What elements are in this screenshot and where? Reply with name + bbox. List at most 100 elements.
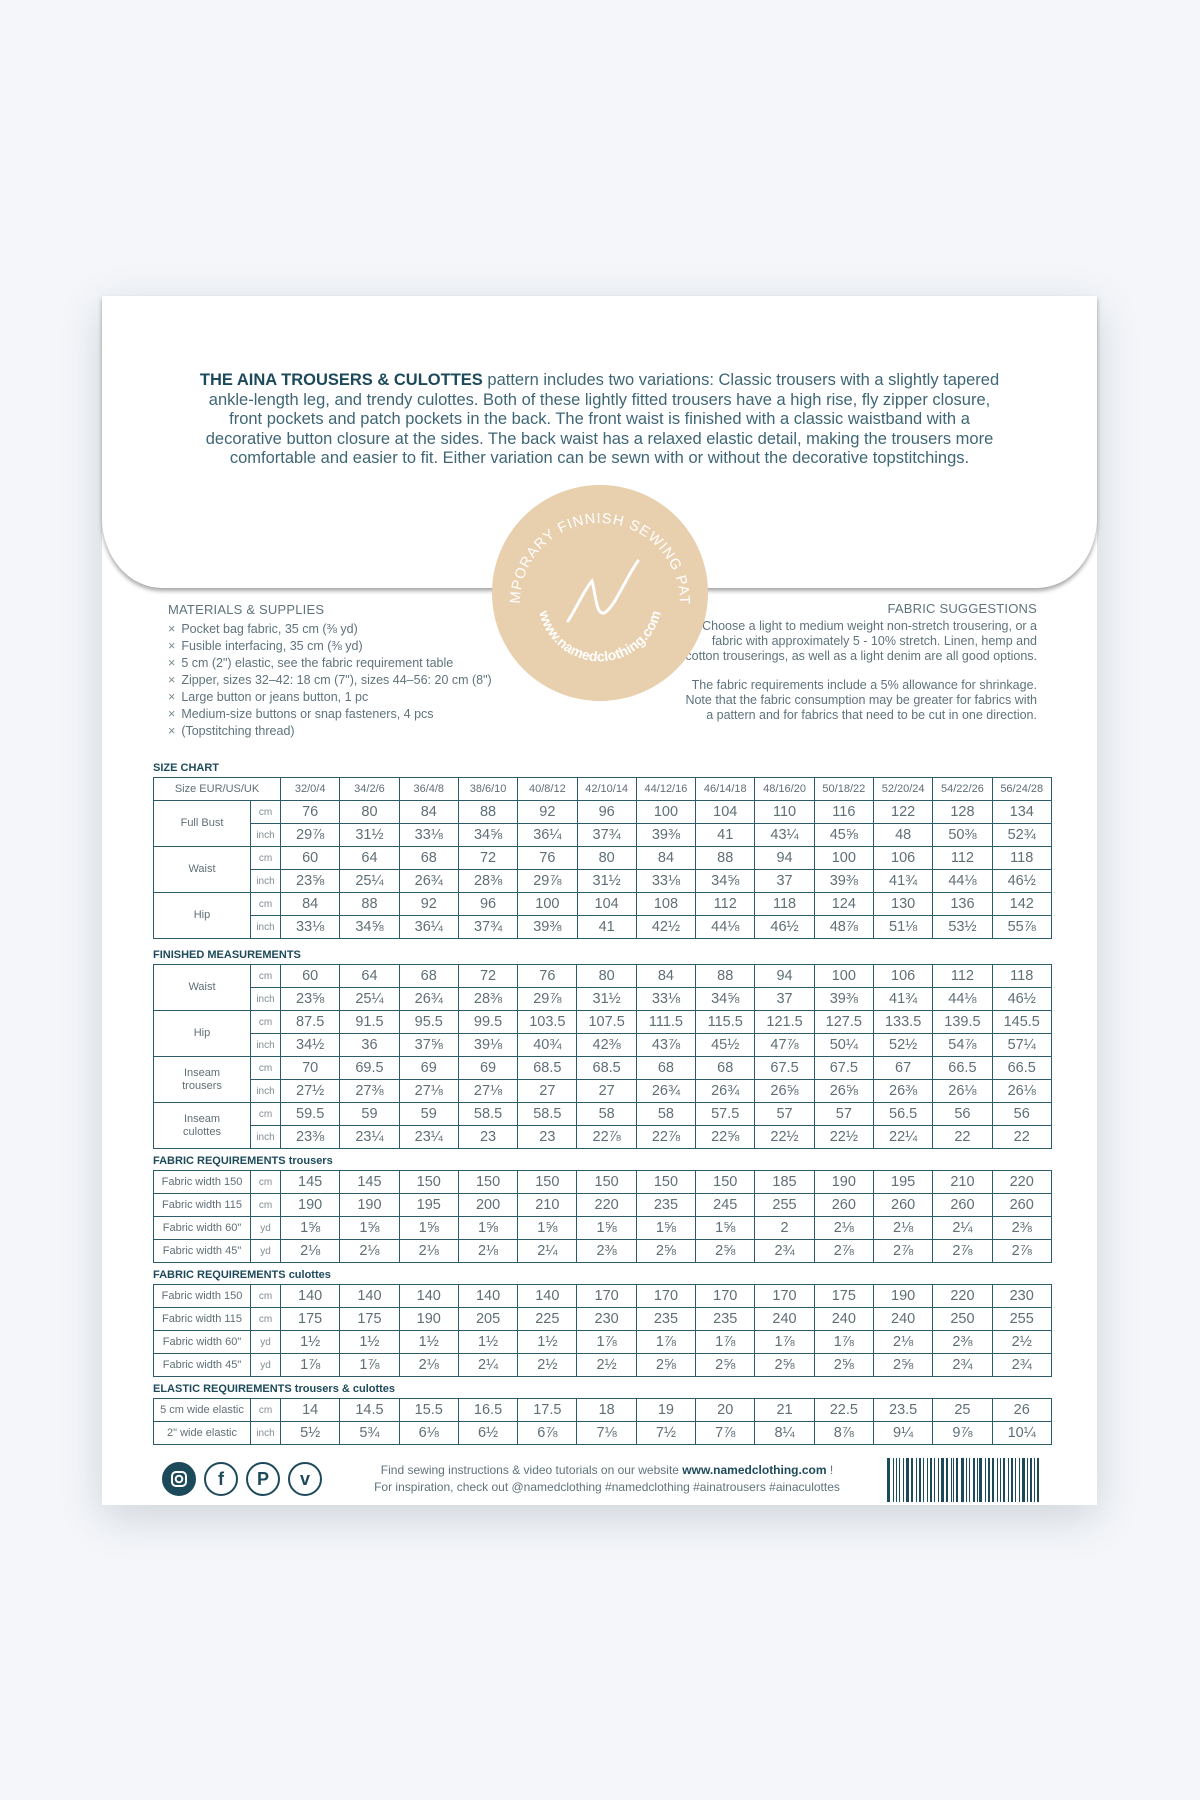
table-row: inch 23⅝ 25¼ 26¾ 28⅜ 29⅞ 31½ 33⅛ 34⅝ 37 39⅜ 41¾ 44⅛ 4… [154,869,1052,893]
section-subtitle: culottes [288,1269,331,1281]
value-cell: 34½ [279,1033,341,1057]
value-cell: 87.5 [279,1010,341,1034]
value-cell: 170 [635,1284,697,1308]
unit-cell: cm [249,846,282,870]
value-cell: 23⅝ [279,987,341,1011]
value-cell: 190 [813,1170,874,1194]
value-cell: 255 [991,1307,1052,1331]
elastic-requirements-table: 5 cm wide elastic cm 14 14.5 15.5 16.5 17.5 18 1… [153,1398,1052,1445]
value-cell: 2¼ [457,1353,519,1377]
value-cell: 1⅞ [754,1330,815,1354]
value-cell: 68.5 [576,1056,637,1080]
value-cell: 37 [754,987,815,1011]
value-cell: 2⅛ [457,1239,519,1263]
row-label: Fabric width 150 [153,1284,251,1308]
size-chart-title: SIZE CHART [153,762,219,774]
value-cell: 10¼ [991,1421,1052,1445]
value-cell: 23¼ [339,1125,400,1149]
value-cell: 92 [517,800,578,824]
value-cell: 31½ [339,823,400,847]
facebook-icon[interactable]: f [204,1462,238,1496]
value-cell: 106 [872,846,934,870]
value-cell: 8⅞ [813,1421,874,1445]
value-cell: 2¼ [517,1239,578,1263]
value-cell: 104 [576,892,637,916]
value-cell: 240 [754,1307,815,1331]
unit-cell: cm [250,1398,281,1422]
value-cell: 54⅞ [932,1033,993,1057]
value-cell: 139.5 [932,1010,993,1034]
row-label: Fabric width 115 [153,1193,251,1217]
table-row: Waist cm 60 64 68 72 76 80 84 88 94 100 106 112 118 [153,964,1052,1011]
unit-cell: yd [250,1330,281,1354]
footer: f P v Find sewing instructions & video t… [162,1458,1042,1502]
value-cell: 104 [695,800,756,824]
measurement-label: Hip [153,892,251,939]
value-cell: 46½ [991,869,1052,893]
size-header: 38/6/10 [457,777,519,801]
value-cell: 52¾ [991,823,1052,847]
value-cell: 23⅜ [279,1125,341,1149]
value-cell: 2¾ [754,1239,815,1263]
value-cell: 124 [813,892,874,916]
value-cell: 36¼ [517,823,578,847]
table-row: Fabric width 150 cm 140 140 140 140 140 170 170 1… [153,1284,1052,1308]
value-cell: 140 [279,1284,341,1308]
footer-line1: Find sewing instructions & video tutoria… [380,1463,683,1477]
row-label: Fabric width 115 [153,1307,251,1331]
value-cell: 57¼ [991,1033,1052,1057]
value-cell: 2⅛ [279,1239,341,1263]
barcode-bar [1037,1458,1040,1502]
pinterest-icon[interactable]: P [246,1462,280,1496]
table-row: inch 27½ 27⅜ 27⅛ 27⅛ 27 27 26¾ 26¾ 26⅝ 26⅝ 26⅜ 26⅛ 26… [154,1079,1052,1103]
table-row: Full Bust cm 76 80 84 88 92 96 100 104 110 116 122 12… [153,800,1052,847]
size-header: 44/12/16 [635,777,697,801]
value-cell: 88 [339,892,400,916]
value-cell: 190 [398,1307,459,1331]
value-cell: 2⅞ [813,1239,874,1263]
measurement-label: Waist [153,964,251,1011]
value-cell: 40¾ [517,1033,578,1057]
value-cell: 67 [872,1056,934,1080]
table-row: 5 cm wide elastic cm 14 14.5 15.5 16.5 17.5 18 1… [153,1398,1052,1422]
barcode-bar [911,1458,913,1502]
value-cell: 136 [932,892,993,916]
table-header-row: Size EUR/US/UK 32/0/4 34/2/6 36/4/8 38/6/10 4… [152,777,1052,801]
value-cell: 1⅞ [576,1330,637,1354]
value-cell: 51⅛ [872,915,934,939]
value-cell: 107.5 [576,1010,637,1034]
footer-line1-end: ! [826,1463,834,1477]
value-cell: 2⅛ [813,1216,874,1240]
value-cell: 37 [754,869,815,893]
material-item: × Fusible interfacing, 35 cm (⅜ yd) [168,638,492,655]
value-cell: 41 [695,823,756,847]
value-cell: 80 [576,846,637,870]
value-cell: 7½ [635,1421,697,1445]
value-cell: 26⅛ [991,1079,1052,1103]
value-cell: 127.5 [813,1010,874,1034]
value-cell: 34⅝ [339,915,400,939]
value-cell: 220 [576,1193,637,1217]
instagram-icon[interactable] [162,1462,196,1496]
value-cell: 240 [872,1307,934,1331]
value-cell: 68.5 [517,1056,578,1080]
value-cell: 1⅝ [457,1216,519,1240]
value-cell: 210 [932,1170,993,1194]
unit-cell: cm [250,1193,281,1217]
value-cell: 5½ [279,1421,341,1445]
vimeo-icon[interactable]: v [288,1462,322,1496]
website-link[interactable]: www.namedclothing.com [682,1463,827,1477]
value-cell: 46½ [991,987,1052,1011]
value-cell: 39⅛ [457,1033,519,1057]
value-cell: 84 [280,892,341,916]
value-cell: 103.5 [517,1010,578,1034]
section-subtitle: trousers & culottes [294,1383,396,1395]
value-cell: 112 [932,846,993,870]
table-row: Fabric width 150 cm 145 145 150 150 150 150 150 1… [153,1170,1052,1194]
value-cell: 31½ [576,987,637,1011]
unit-cell: yd [250,1239,281,1263]
value-cell: 260 [991,1193,1052,1217]
value-cell: 23¼ [398,1125,459,1149]
value-cell: 22.5 [813,1398,874,1422]
table-row: Fabric width 60" yd 1½ 1½ 1½ 1½ 1½ 1⅞ 1⅞ 1⅞ 1⅞ 1⅞ 2⅛… [153,1330,1052,1354]
